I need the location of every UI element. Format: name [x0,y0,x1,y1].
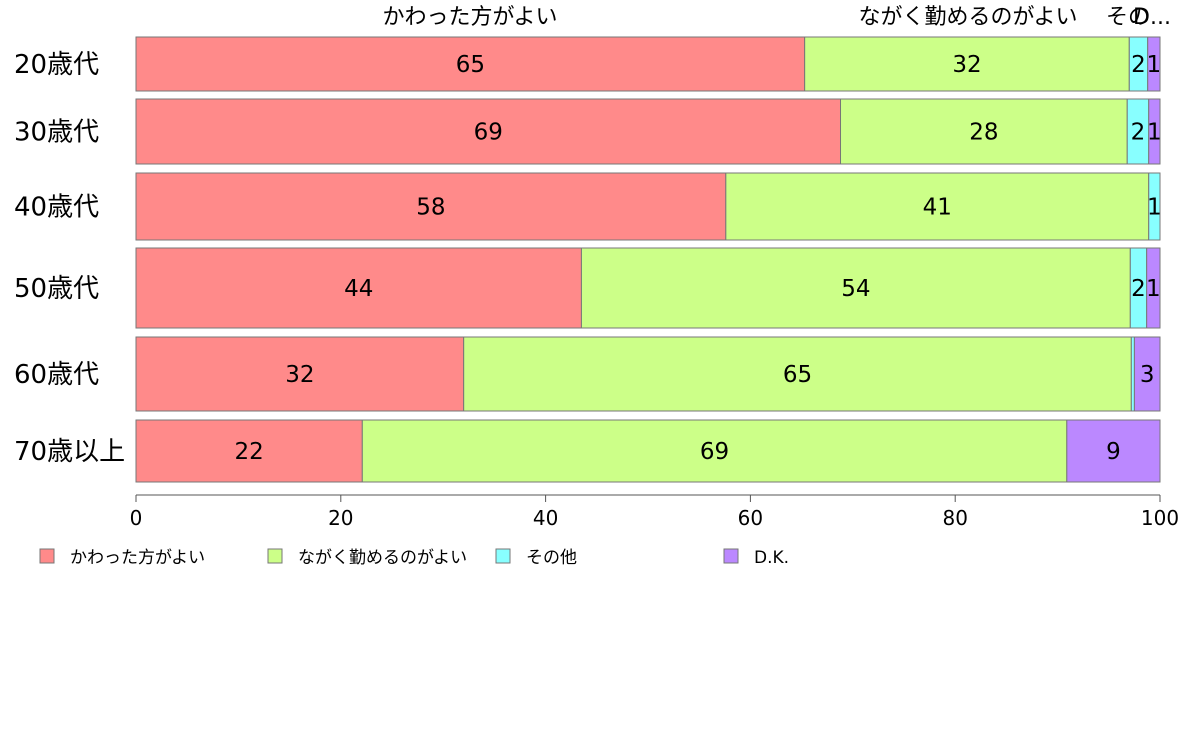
legend-swatch [495,548,511,564]
bar-segment [361,419,1068,483]
bar-segment [463,336,1132,412]
segment-value-label: 69 [474,120,503,146]
segment-value-label: 1 [1146,276,1161,302]
segment-value-label: 9 [1106,439,1121,465]
bar-segment [1146,247,1161,329]
legend-label: D.K. [754,548,789,568]
x-axis: 0 20 40 60 80 100 [130,494,1179,530]
column-header-0: かわった方がよい [383,5,558,30]
segment-value-label: 32 [952,52,981,78]
segment-value-label: 1 [1147,52,1162,78]
legend-swatch [723,548,739,564]
x-tick-label: 0 [130,506,143,530]
segment-value-label: 54 [841,276,870,302]
bar-segment [1148,98,1161,165]
bar-segment [135,98,842,165]
bar-segment [1133,336,1161,412]
bar-segments [135,36,1161,483]
segment-value-label: 2 [1131,120,1146,146]
column-header-2: その [1106,5,1150,30]
segment-value-label: 3 [1140,362,1155,388]
legend-label: ながく勤めるのがよい [298,548,467,568]
segment-value-label: 22 [235,439,264,465]
segment-value-label: 58 [416,195,445,221]
category-label: 60歳代 [14,360,99,390]
bar-segment [135,419,363,483]
legend-label: その他 [526,548,577,568]
segment-value-label: 2 [1131,52,1146,78]
segment-value-label: 44 [344,276,373,302]
x-tick-label: 100 [1141,506,1179,530]
bar-segment [580,247,1131,329]
bar-segment [135,172,727,241]
legend-label: かわった方がよい [70,548,205,568]
segment-value-label: 2 [1131,276,1146,302]
category-label: 70歳以上 [14,437,125,467]
x-tick-label: 20 [328,506,353,530]
category-label: 20歳代 [14,50,99,80]
bar-segment [135,36,806,92]
segment-value-labels: 65 32 2 169 28 2 158 41 144 54 2 132 65 322 69 9 [235,52,1162,465]
bar-segment [840,98,1128,165]
category-labels: 20歳代 30歳代 40歳代 50歳代 60歳代 70歳以上 [14,50,125,467]
legend-swatch [267,548,283,564]
legend-swatch [39,548,55,564]
category-label: 50歳代 [14,274,99,304]
segment-value-label: 32 [285,362,314,388]
column-header-3: D... [1133,5,1171,30]
bar-segment [1066,419,1161,483]
segment-value-label: 65 [783,362,812,388]
category-label: 30歳代 [14,118,99,148]
segment-value-label: 28 [969,120,998,146]
segment-value-label: 65 [456,52,485,78]
segment-value-label: 1 [1147,195,1162,221]
segment-value-label: 41 [923,195,952,221]
x-tick-label: 60 [738,506,763,530]
legend: かわった方がよい ながく勤めるのがよい その他 D.K. [39,548,789,568]
bar-segment [1147,36,1161,92]
category-label: 40歳代 [14,193,99,223]
x-tick-label: 80 [942,506,967,530]
column-header-1: ながく勤めるのがよい [859,5,1078,30]
segment-value-label: 69 [700,439,729,465]
bar-segment [804,36,1130,92]
column-header-labels: かわった方がよい ながく勤めるのがよい そのD... [383,5,1171,30]
segment-value-label: 1 [1147,120,1162,146]
x-tick-label: 40 [533,506,558,530]
bar-segment [135,336,465,412]
bar-segment [1148,172,1161,241]
